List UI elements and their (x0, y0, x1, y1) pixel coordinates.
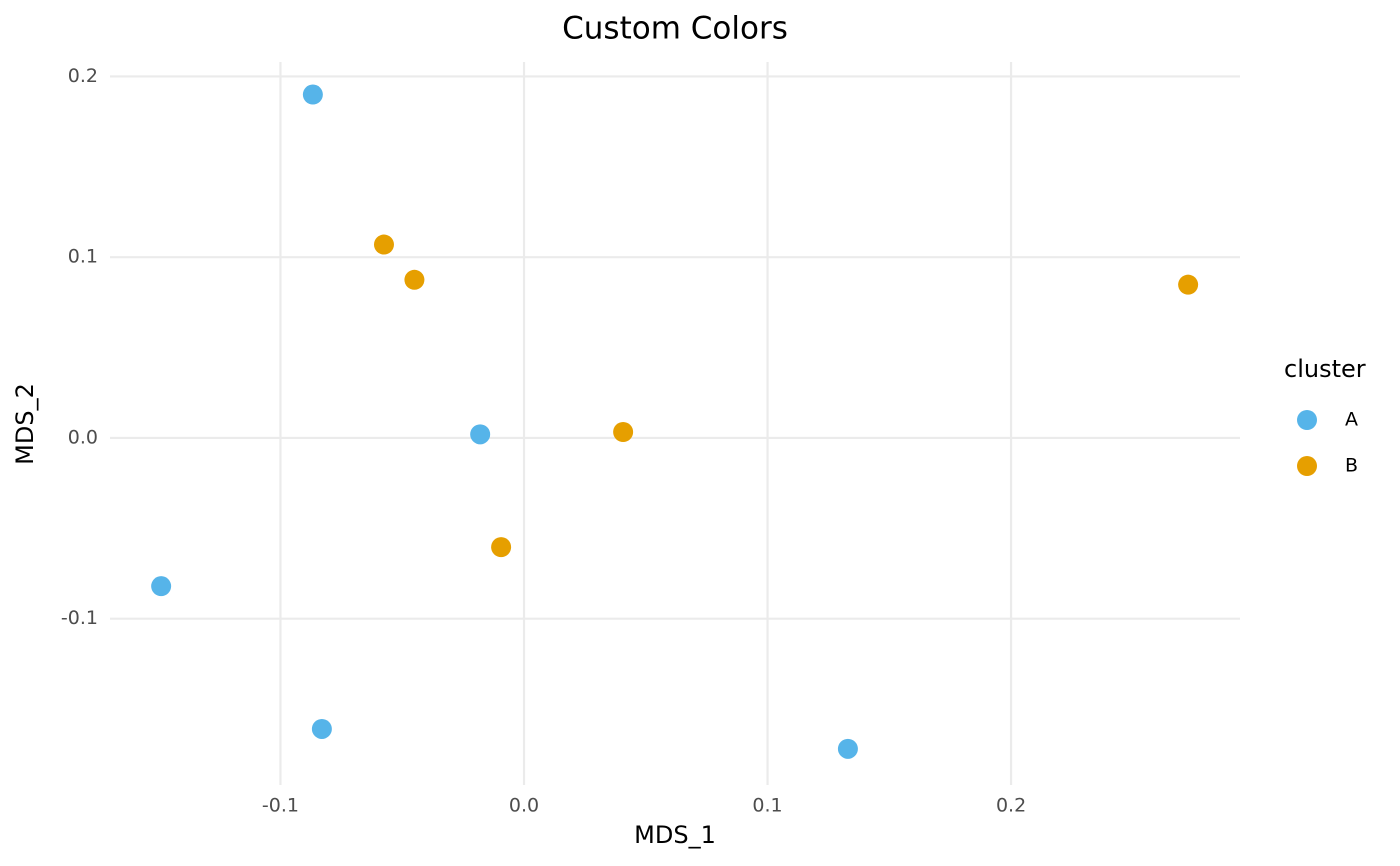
point (151, 576, 172, 597)
legend-title: cluster (1284, 355, 1366, 383)
x-tick-label: 0.0 (509, 795, 539, 817)
legend-swatch (1297, 456, 1317, 476)
point (302, 84, 323, 105)
y-tick-label: 0.0 (68, 426, 98, 448)
y-tick-label: 0.2 (68, 65, 98, 87)
point (837, 738, 858, 759)
y-axis-title: MDS_2 (11, 383, 39, 465)
point (1178, 274, 1199, 295)
legend-label: A (1345, 409, 1358, 431)
x-tick-label: 0.1 (752, 795, 782, 817)
x-tick-label: 0.2 (996, 795, 1026, 817)
legend-label: B (1345, 455, 1358, 477)
x-tick-label: -0.1 (262, 795, 299, 817)
point (373, 234, 394, 255)
x-axis-title: MDS_1 (634, 821, 716, 849)
point (470, 424, 491, 445)
legend-swatch (1297, 410, 1317, 430)
point (311, 718, 332, 739)
point (613, 421, 634, 442)
point (404, 269, 425, 290)
y-tick-label: 0.1 (68, 246, 98, 268)
y-tick-label: -0.1 (61, 607, 98, 629)
chart-title: Custom Colors (562, 11, 788, 47)
point (491, 537, 512, 558)
